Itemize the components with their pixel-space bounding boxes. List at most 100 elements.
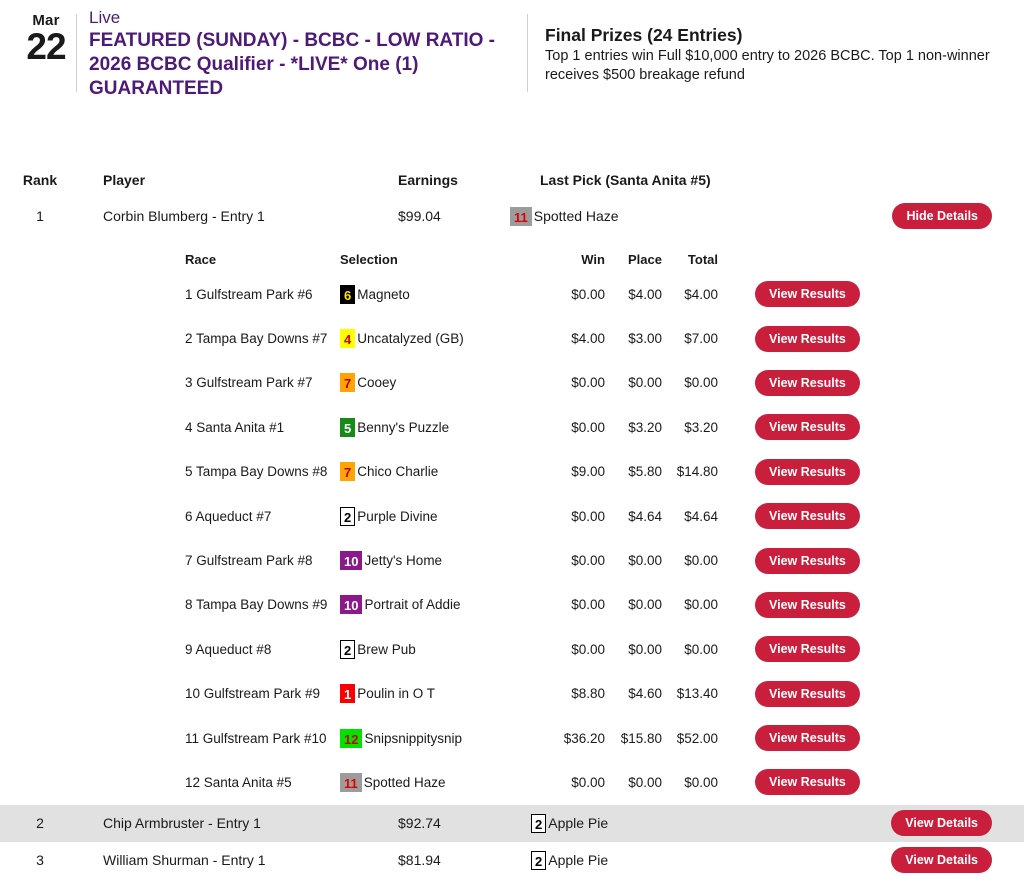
selection-cell: 2 Purple Divine bbox=[340, 506, 520, 526]
total-amount: $13.40 bbox=[676, 686, 718, 702]
place-amount: $4.00 bbox=[628, 286, 662, 302]
saddle-cloth-badge: 2 bbox=[531, 850, 547, 870]
view-results-button[interactable]: View Results bbox=[755, 414, 860, 441]
rank-value: 1 bbox=[36, 208, 44, 224]
total-amount: $0.00 bbox=[684, 553, 718, 569]
selection-cell: 2 Brew Pub bbox=[340, 639, 520, 659]
column-header-win: Win bbox=[581, 251, 605, 267]
view-results-button[interactable]: View Results bbox=[755, 547, 860, 574]
saddle-cloth-badge: 12 bbox=[340, 728, 363, 748]
selection-cell: 10 Portrait of Addie bbox=[340, 595, 520, 615]
total-amount: $7.00 bbox=[684, 331, 718, 347]
place-amount: $0.00 bbox=[628, 641, 662, 657]
race-name: 2 Tampa Bay Downs #7 bbox=[185, 331, 328, 347]
view-results-button[interactable]: View Results bbox=[755, 769, 860, 796]
saddle-cloth-badge: 11 bbox=[510, 206, 532, 226]
place-amount: $4.60 bbox=[628, 686, 662, 702]
view-results-button[interactable]: View Results bbox=[755, 281, 860, 308]
saddle-cloth-badge: 6 bbox=[340, 284, 356, 304]
column-header-place: Place bbox=[628, 251, 662, 267]
race-name: 6 Aqueduct #7 bbox=[185, 508, 272, 524]
view-results-button[interactable]: View Results bbox=[755, 325, 860, 352]
race-detail-row: 8 Tampa Bay Downs #9 10 Portrait of Addi… bbox=[0, 583, 1024, 627]
horse-name: Brew Pub bbox=[357, 641, 416, 657]
race-name: 12 Santa Anita #5 bbox=[185, 774, 292, 790]
contest-title-block: Live FEATURED (SUNDAY) - BCBC - LOW RATI… bbox=[89, 6, 527, 116]
view-results-button[interactable]: View Results bbox=[755, 680, 860, 707]
saddle-cloth-badge: 2 bbox=[340, 639, 356, 659]
column-header-total: Total bbox=[687, 251, 718, 267]
view-results-button[interactable]: View Results bbox=[755, 636, 860, 663]
rank-value: 2 bbox=[36, 815, 44, 832]
column-header-selection: Selection bbox=[340, 251, 398, 267]
horse-name: Chico Charlie bbox=[357, 464, 439, 480]
race-name: 10 Gulfstream Park #9 bbox=[185, 686, 321, 702]
total-amount: $3.20 bbox=[684, 419, 718, 435]
place-amount: $0.00 bbox=[628, 774, 662, 790]
column-header-rank: Rank bbox=[22, 172, 58, 188]
race-action-cell: View Results bbox=[718, 591, 860, 618]
view-results-button[interactable]: View Results bbox=[755, 369, 860, 396]
place-amount: $15.80 bbox=[620, 730, 662, 746]
win-amount: $0.00 bbox=[571, 553, 605, 569]
win-amount: $0.00 bbox=[571, 774, 605, 790]
race-detail-row: 11 Gulfstream Park #10 12 Snipsnippitysn… bbox=[0, 716, 1024, 760]
view-results-button[interactable]: View Results bbox=[755, 725, 860, 752]
saddle-cloth-badge: 5 bbox=[340, 417, 356, 437]
race-action-cell: View Results bbox=[718, 414, 860, 441]
race-detail-row: 5 Tampa Bay Downs #8 7 Chico Charlie $9.… bbox=[0, 450, 1024, 494]
hide-details-button[interactable]: Hide Details bbox=[892, 203, 992, 229]
selection-cell: 7 Chico Charlie bbox=[340, 462, 520, 482]
total-amount: $4.64 bbox=[684, 508, 718, 524]
selection-cell: 11 Spotted Haze bbox=[340, 772, 520, 792]
race-name: 3 Gulfstream Park #7 bbox=[185, 375, 313, 391]
race-name: 9 Aqueduct #8 bbox=[185, 641, 272, 657]
win-amount: $9.00 bbox=[571, 464, 605, 480]
saddle-cloth-badge: 7 bbox=[340, 462, 356, 482]
selection-cell: 10 Jetty's Home bbox=[340, 551, 520, 571]
race-action-cell: View Results bbox=[718, 325, 860, 352]
final-prizes-description: Top 1 entries win Full $10,000 entry to … bbox=[545, 48, 990, 83]
horse-name: Cooey bbox=[357, 375, 397, 391]
selection-cell: 6 Magneto bbox=[340, 284, 520, 304]
contest-date: Mar 22 bbox=[16, 6, 76, 116]
contest-title: FEATURED (SUNDAY) - BCBC - LOW RATIO - 2… bbox=[89, 30, 496, 99]
saddle-cloth-badge: 10 bbox=[340, 595, 363, 615]
saddle-cloth-badge: 11 bbox=[340, 772, 362, 792]
player-name: William Shurman - Entry 1 bbox=[103, 852, 266, 869]
horse-name: Poulin in O T bbox=[357, 686, 436, 702]
win-amount: $0.00 bbox=[571, 508, 605, 524]
race-name: 7 Gulfstream Park #8 bbox=[185, 553, 313, 569]
selection-cell: 1 Poulin in O T bbox=[340, 684, 520, 704]
leaderboard-row-3: 3 William Shurman - Entry 1 $81.94 2 App… bbox=[0, 842, 1024, 879]
view-results-button[interactable]: View Results bbox=[755, 591, 860, 618]
row-action-cell: Hide Details bbox=[864, 203, 1024, 229]
last-pick-cell: 2 Apple Pie bbox=[510, 850, 864, 870]
win-amount: $8.80 bbox=[571, 686, 605, 702]
race-detail-row: 1 Gulfstream Park #6 6 Magneto $0.00 $4.… bbox=[0, 272, 1024, 316]
total-amount: $0.00 bbox=[684, 774, 718, 790]
place-amount: $4.64 bbox=[628, 508, 662, 524]
view-details-button[interactable]: View Details bbox=[891, 847, 992, 874]
view-details-button[interactable]: View Details bbox=[891, 810, 992, 837]
final-prizes-block: Final Prizes (24 Entries) Top 1 entries … bbox=[545, 6, 997, 116]
win-amount: $0.00 bbox=[571, 641, 605, 657]
last-pick-horse: Apple Pie bbox=[548, 852, 609, 869]
horse-name: Purple Divine bbox=[357, 508, 438, 524]
view-results-button[interactable]: View Results bbox=[755, 503, 860, 530]
earnings-value: $81.94 bbox=[398, 852, 441, 869]
place-amount: $0.00 bbox=[628, 597, 662, 613]
race-name: 11 Gulfstream Park #10 bbox=[185, 730, 327, 746]
column-header-race: Race bbox=[185, 251, 217, 267]
race-detail-row: 4 Santa Anita #1 5 Benny's Puzzle $0.00 … bbox=[0, 405, 1024, 449]
view-results-button[interactable]: View Results bbox=[755, 458, 860, 485]
entry-details-section: Race Selection Win Place Total 1 Gulfstr… bbox=[0, 246, 1024, 805]
row-action-cell: View Details bbox=[864, 810, 1024, 837]
win-amount: $0.00 bbox=[571, 375, 605, 391]
total-amount: $0.00 bbox=[684, 375, 718, 391]
race-detail-row: 12 Santa Anita #5 11 Spotted Haze $0.00 … bbox=[0, 760, 1024, 804]
race-name: 1 Gulfstream Park #6 bbox=[185, 286, 313, 302]
race-detail-row: 3 Gulfstream Park #7 7 Cooey $0.00 $0.00… bbox=[0, 361, 1024, 405]
race-detail-row: 7 Gulfstream Park #8 10 Jetty's Home $0.… bbox=[0, 538, 1024, 582]
